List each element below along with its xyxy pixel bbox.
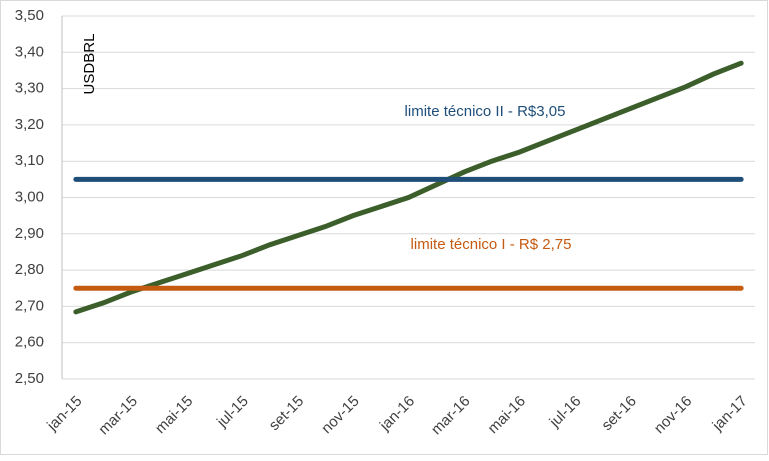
y-tick-label: 2,80 bbox=[15, 261, 44, 278]
series-label: USDBRL bbox=[81, 34, 98, 95]
y-tick-label: 3,50 bbox=[15, 7, 44, 24]
y-tick-label: 2,70 bbox=[15, 297, 44, 314]
y-tick-label: 3,30 bbox=[15, 80, 44, 97]
y-tick-label: 3,20 bbox=[15, 116, 44, 133]
y-tick-label: 3,00 bbox=[15, 188, 44, 205]
y-tick-label: 2,60 bbox=[15, 334, 44, 351]
y-tick-label: 3,10 bbox=[15, 152, 44, 169]
series-label: limite técnico II - R$3,05 bbox=[405, 103, 566, 120]
y-tick-label: 3,40 bbox=[15, 43, 44, 60]
y-tick-label: 2,50 bbox=[15, 370, 44, 387]
y-tick-label: 2,90 bbox=[15, 225, 44, 242]
series-label: limite técnico I - R$ 2,75 bbox=[411, 236, 572, 253]
data-line bbox=[73, 60, 744, 315]
